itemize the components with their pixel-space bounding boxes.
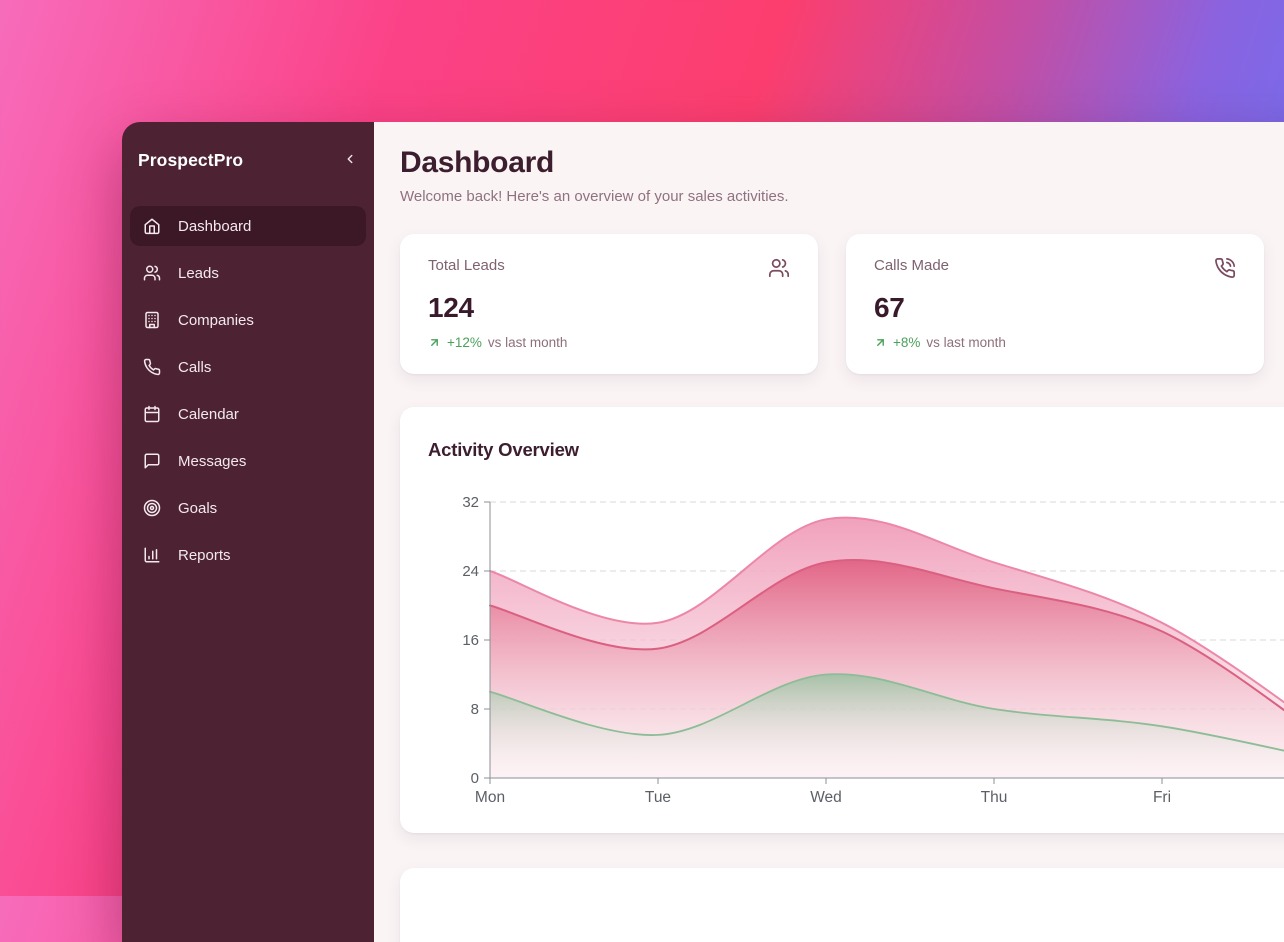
stat-change-suffix: vs last month	[926, 335, 1006, 350]
sidebar-item-messages[interactable]: Messages	[130, 441, 366, 481]
calendar-icon	[143, 405, 161, 423]
brand-row: ProspectPro	[138, 148, 358, 172]
stat-change-percent: +8%	[893, 335, 920, 350]
sidebar-item-label: Companies	[178, 312, 254, 329]
bar-chart-icon	[143, 546, 161, 564]
sidebar-item-label: Calendar	[178, 406, 239, 423]
x-axis-tick-label: Mon	[475, 789, 505, 806]
sidebar-item-label: Reports	[178, 547, 231, 564]
stat-card-change: +12% vs last month	[428, 335, 790, 350]
stat-card-label: Calls Made	[874, 257, 949, 274]
sidebar: ProspectPro Dashboard Leads Companies Ca…	[122, 122, 374, 942]
sidebar-item-leads[interactable]: Leads	[130, 253, 366, 293]
sidebar-item-dashboard[interactable]: Dashboard	[130, 206, 366, 246]
sidebar-item-reports[interactable]: Reports	[130, 535, 366, 575]
desktop-background: { "app": { "brand": "ProspectPro" }, "si…	[0, 0, 1284, 896]
x-axis-tick-label: Thu	[981, 789, 1008, 806]
sidebar-item-label: Calls	[178, 359, 211, 376]
message-square-icon	[143, 452, 161, 470]
y-axis-tick-label: 32	[462, 494, 479, 511]
chevron-left-icon	[343, 152, 357, 169]
users-icon	[143, 264, 161, 282]
sidebar-nav: Dashboard Leads Companies Calls Calendar…	[130, 206, 366, 575]
sidebar-item-label: Dashboard	[178, 218, 251, 235]
y-axis-tick-label: 8	[471, 701, 479, 718]
page-subtitle: Welcome back! Here's an overview of your…	[400, 188, 1284, 205]
x-axis-tick-label: Wed	[810, 789, 842, 806]
page-title: Dashboard	[400, 146, 1284, 181]
stat-card-value: 67	[874, 292, 1236, 324]
phone-call-icon	[1214, 257, 1236, 284]
app-window: ProspectPro Dashboard Leads Companies Ca…	[122, 122, 1284, 942]
stat-card-value: 124	[428, 292, 790, 324]
users-icon	[768, 257, 790, 284]
activity-area-chart[interactable]: 0 8 16 24 32 Mon Tue Wed Thu Fri	[400, 407, 1284, 833]
sidebar-item-label: Goals	[178, 500, 217, 517]
home-icon	[143, 217, 161, 235]
stat-card: Calls Made 67 +8% vs last month	[846, 234, 1264, 374]
y-axis-tick-label: 0	[471, 770, 479, 787]
y-axis-tick-label: 24	[462, 563, 479, 580]
stat-card-label: Total Leads	[428, 257, 505, 274]
sidebar-collapse-button[interactable]	[342, 152, 358, 168]
target-icon	[143, 499, 161, 517]
y-axis-tick-label: 16	[462, 632, 479, 649]
building-icon	[143, 311, 161, 329]
main-content: Dashboard Welcome back! Here's an overvi…	[374, 122, 1284, 942]
stat-change-suffix: vs last month	[488, 335, 568, 350]
stat-card: Total Leads 124 +12% vs last month	[400, 234, 818, 374]
stat-cards-row: Total Leads 124 +12% vs last month Calls…	[400, 234, 1284, 374]
sidebar-item-label: Messages	[178, 453, 246, 470]
partially-visible-card	[400, 868, 1284, 942]
phone-icon	[143, 358, 161, 376]
x-axis-tick-label: Fri	[1153, 789, 1171, 806]
brand-title: ProspectPro	[138, 150, 243, 171]
sidebar-item-label: Leads	[178, 265, 219, 282]
arrow-up-right-icon	[428, 336, 441, 349]
stat-card-change: +8% vs last month	[874, 335, 1236, 350]
arrow-up-right-icon	[874, 336, 887, 349]
x-axis-tick-label: Tue	[645, 789, 671, 806]
sidebar-item-calendar[interactable]: Calendar	[130, 394, 366, 434]
sidebar-item-goals[interactable]: Goals	[130, 488, 366, 528]
sidebar-item-companies[interactable]: Companies	[130, 300, 366, 340]
sidebar-item-calls[interactable]: Calls	[130, 347, 366, 387]
stat-change-percent: +12%	[447, 335, 482, 350]
